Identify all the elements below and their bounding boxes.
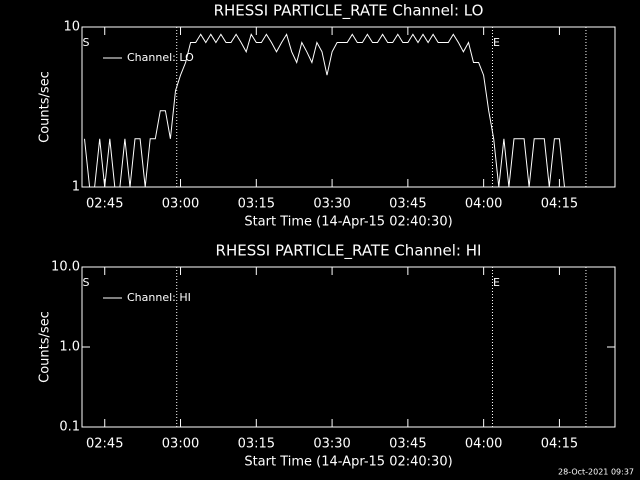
y-tick-label: 10.0 <box>51 260 80 275</box>
annotation: E <box>493 36 500 49</box>
x-tick-label: 03:00 <box>162 197 199 212</box>
x-axis-label: Start Time (14-Apr-15 02:40:30) <box>244 455 452 470</box>
x-tick-label: 03:15 <box>238 437 275 452</box>
legend-label: Channel: LO <box>127 51 194 64</box>
plot-frame <box>81 26 616 188</box>
y-axis-label: Counts/sec <box>38 71 53 143</box>
chart-title: RHESSI PARTICLE_RATE Channel: HI <box>216 242 482 261</box>
y-tick-label: 1.0 <box>59 340 80 355</box>
x-tick-label: 02:45 <box>86 437 123 452</box>
y-tick-label: 1 <box>72 180 80 195</box>
x-tick-label: 03:45 <box>389 437 426 452</box>
data-line <box>84 33 565 188</box>
y-tick-label: 0.1 <box>59 420 80 435</box>
annotation: S <box>83 276 90 289</box>
annotation: S <box>83 36 90 49</box>
footer: 28-Oct-2021 09:37 <box>558 468 634 477</box>
x-axis-label: Start Time (14-Apr-15 02:40:30) <box>244 215 452 230</box>
x-tick-label: 04:15 <box>541 197 578 212</box>
x-tick-label: 03:30 <box>313 197 350 212</box>
x-tick-label: 03:30 <box>313 437 350 452</box>
chart-title: RHESSI PARTICLE_RATE Channel: LO <box>214 2 484 21</box>
x-tick-label: 04:15 <box>541 437 578 452</box>
x-tick-label: 03:15 <box>238 197 275 212</box>
x-tick-label: 04:00 <box>465 197 502 212</box>
annotation: E <box>493 276 500 289</box>
y-axis-label: Counts/sec <box>38 311 53 383</box>
x-tick-label: 02:45 <box>86 197 123 212</box>
x-tick-label: 04:00 <box>465 437 502 452</box>
x-tick-label: 03:45 <box>389 197 426 212</box>
legend-label: Channel: HI <box>127 291 191 304</box>
x-tick-label: 03:00 <box>162 437 199 452</box>
y-tick-label: 10 <box>63 20 80 35</box>
